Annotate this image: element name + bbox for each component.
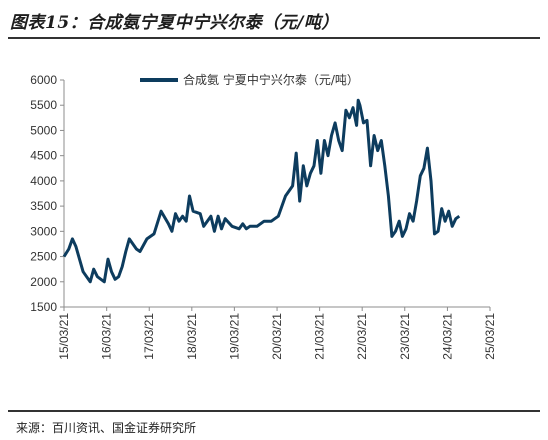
series-line [62,98,461,284]
x-tick-label: 24/03/21 [440,313,454,360]
y-tick-label: 2500 [30,250,57,264]
y-tick-label: 2000 [30,275,57,289]
x-tick-label: 22/03/21 [355,313,369,360]
y-tick-label: 4500 [30,149,57,163]
x-tick-label: 25/03/21 [483,313,497,360]
y-tick-label: 5500 [30,98,57,112]
figure-title: 图表15：合成氨宁夏中宁兴尔泰（元/吨） [10,13,339,33]
line-chart: 合成氨 宁夏中宁兴尔泰（元/吨） 6000 5500 5000 4500 4000 350… [30,72,497,360]
x-tick-label: 19/03/21 [227,313,241,360]
x-axis-ticks: 15/03/21 16/03/21 17/03/21 18/03/21 19/03/21… [57,307,497,360]
x-tick-label: 15/03/21 [57,313,71,360]
y-tick-label: 5000 [30,123,57,137]
bottom-rule [8,410,540,412]
x-tick-label: 16/03/21 [100,313,114,360]
y-tick-label: 4000 [30,174,57,188]
top-rule [8,37,540,39]
legend: 合成氨 宁夏中宁兴尔泰（元/吨） [140,72,359,87]
x-tick-label: 17/03/21 [142,313,156,360]
y-tick-label: 1500 [30,300,57,314]
y-axis-ticks: 6000 5500 5000 4500 4000 3500 3000 2500 2000 1500 [30,73,64,314]
axes [63,80,490,308]
x-tick-label: 21/03/21 [313,313,327,360]
x-tick-label: 20/03/21 [270,313,284,360]
y-tick-label: 3500 [30,199,57,213]
y-tick-label: 6000 [30,73,57,87]
x-tick-label: 23/03/21 [398,313,412,360]
source-note: 来源：百川资讯、国金证券研究所 [16,421,197,435]
y-tick-label: 3000 [30,224,57,238]
x-tick-label: 18/03/21 [185,313,199,360]
legend-label: 合成氨 宁夏中宁兴尔泰（元/吨） [183,72,359,87]
